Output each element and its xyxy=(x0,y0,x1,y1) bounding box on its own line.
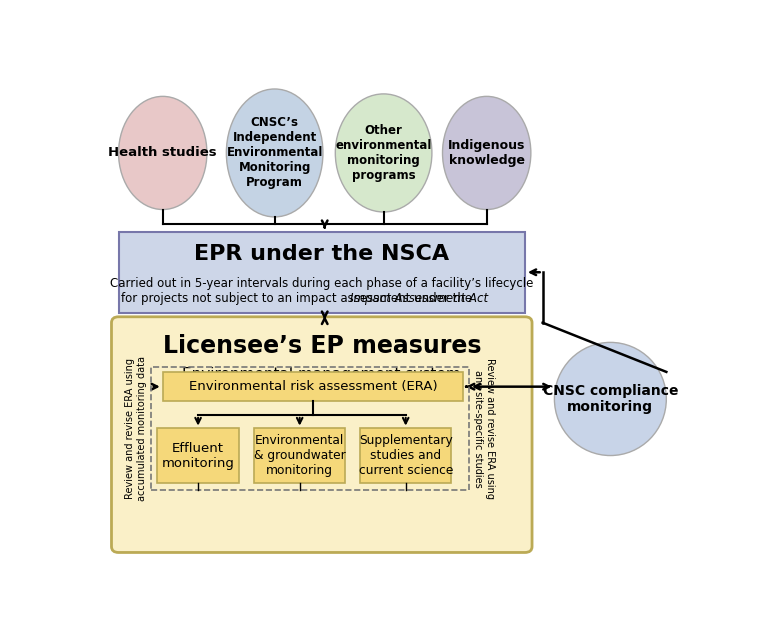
FancyBboxPatch shape xyxy=(163,372,463,401)
Text: CNSC compliance
monitoring: CNSC compliance monitoring xyxy=(543,384,678,414)
FancyBboxPatch shape xyxy=(119,232,525,313)
Ellipse shape xyxy=(119,96,207,210)
Text: EPR under the NSCA: EPR under the NSCA xyxy=(195,244,449,265)
Text: Carried out in 5-year intervals during each phase of a facility’s lifecycle: Carried out in 5-year intervals during e… xyxy=(110,277,534,290)
Text: for projects not subject to an impact assessment under the Impact Assessment Act: for projects not subject to an impact as… xyxy=(75,292,568,305)
Ellipse shape xyxy=(226,89,323,217)
FancyBboxPatch shape xyxy=(360,429,451,482)
Text: Other
environmental
monitoring
programs: Other environmental monitoring programs xyxy=(335,124,432,182)
Ellipse shape xyxy=(554,343,667,456)
Text: Review and revise ERA using
accumulated monitoring data: Review and revise ERA using accumulated … xyxy=(125,356,147,501)
Ellipse shape xyxy=(335,94,432,212)
Bar xyxy=(151,367,469,490)
Text: Environmental risk assessment (ERA): Environmental risk assessment (ERA) xyxy=(188,380,437,393)
Text: Health studies: Health studies xyxy=(109,146,217,160)
Text: for projects not subject to an impact assessment under the: for projects not subject to an impact as… xyxy=(121,292,476,305)
Text: Environmental management system: Environmental management system xyxy=(182,367,461,382)
Text: Review and revise ERA using
any site-specific studies: Review and revise ERA using any site-spe… xyxy=(473,358,495,499)
Text: Indigenous
knowledge: Indigenous knowledge xyxy=(448,139,525,167)
FancyBboxPatch shape xyxy=(157,429,239,482)
FancyBboxPatch shape xyxy=(112,317,532,553)
Text: Impact Assessment Act: Impact Assessment Act xyxy=(350,292,488,305)
Ellipse shape xyxy=(442,96,530,210)
FancyBboxPatch shape xyxy=(254,429,345,482)
Text: Environmental
& groundwater
monitoring: Environmental & groundwater monitoring xyxy=(254,434,346,477)
Text: CNSC’s
Independent
Environmental
Monitoring
Program: CNSC’s Independent Environmental Monitor… xyxy=(226,116,323,189)
Text: Supplementary
studies and
current science: Supplementary studies and current scienc… xyxy=(359,434,453,477)
Text: Effluent
monitoring: Effluent monitoring xyxy=(162,442,235,470)
Text: Licensee’s EP measures: Licensee’s EP measures xyxy=(163,334,481,358)
